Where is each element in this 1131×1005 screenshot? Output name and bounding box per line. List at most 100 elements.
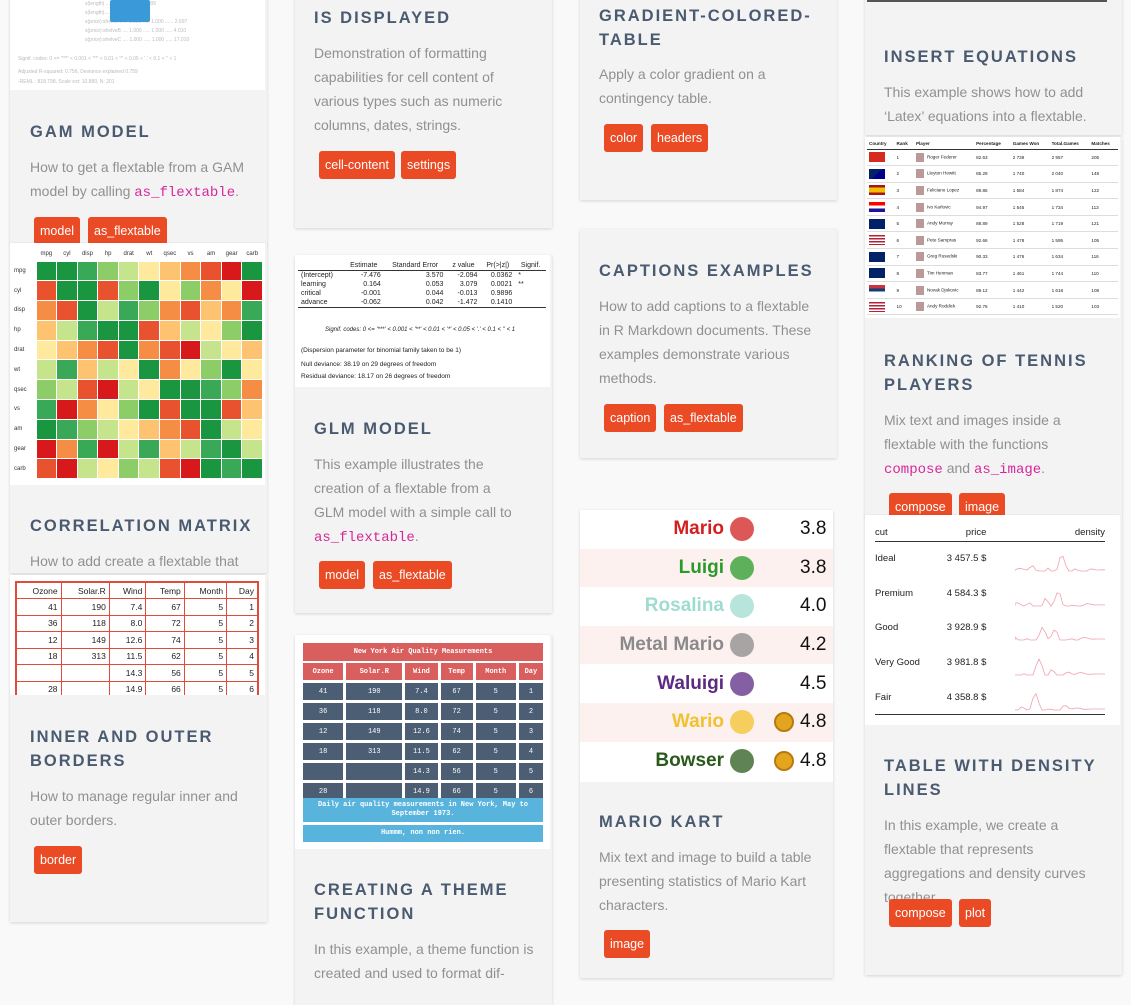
player-name: Lleyton Hewitt <box>926 171 956 177</box>
borders-cell <box>60 680 110 695</box>
card-insert-equations[interactable]: INSERT EQUATIONS This example shows how … <box>865 0 1122 135</box>
card-title[interactable]: GAM MODEL <box>30 123 151 141</box>
character-score: 4.5 <box>770 664 833 703</box>
card-title[interactable]: RANKING OF TENNIS PLAYERS <box>884 352 1088 394</box>
tag-image[interactable]: image <box>604 930 651 958</box>
glm-cell: 3.570 <box>425 272 444 279</box>
theme-cell: 2 <box>518 703 543 720</box>
tag-caption[interactable]: caption <box>604 404 657 432</box>
corr-row: wt <box>10 359 264 381</box>
equation-thumbnail-rule <box>867 0 1107 2</box>
tag-color[interactable]: color <box>604 124 644 152</box>
tennis-thumbnail[interactable]: Country Rank Player Percentage Games Won Tota… <box>865 137 1120 318</box>
corr-cell <box>35 339 58 361</box>
correlation-thumbnail[interactable]: mpg cyl disp hp drat wt qsec vs am gear carb mpg cyl… <box>10 243 265 485</box>
card-table-density-lines[interactable]: cut price density Ideal 3 457.5 $ Premium 4 58… <box>865 515 1122 975</box>
tag-plot[interactable]: plot <box>959 899 992 927</box>
gam-signif-line: Signif. codes: 0 <= '***' < 0.001 < '**'… <box>18 56 177 62</box>
tennis-header-row: Country Rank Player Percentage Games Won Tota… <box>867 139 1118 150</box>
card-title[interactable]: IS DISPLAYED <box>314 9 452 27</box>
card-title[interactable]: INSERT EQUATIONS <box>884 48 1078 66</box>
flag-icon <box>869 202 885 213</box>
borders-thumbnail[interactable]: Ozone Solar.R Wind Temp Month Day 41 190 7.4 67 5 1… <box>10 575 265 695</box>
corr-cell <box>35 438 58 460</box>
card-title[interactable]: TABLE WITH DENSITY LINES <box>884 757 1097 799</box>
score-value: 3.8 <box>800 518 827 540</box>
country-cell <box>867 248 895 266</box>
gam-thumbnail[interactable]: s(length) ........ 1.001 ....... 3.589 s… <box>10 0 265 90</box>
card-title[interactable]: CAPTIONS EXAMPLES <box>599 262 814 280</box>
table-row: 41 190 7.4 67 5 1 <box>15 598 259 616</box>
corr-cell <box>138 438 161 460</box>
card-creating-theme-function[interactable]: New York Air Quality Measurements Ozone S… <box>295 635 552 1005</box>
borders-cell: 6 <box>226 680 259 695</box>
corr-cell <box>97 280 119 302</box>
tag-model[interactable]: model <box>319 561 366 589</box>
mario-thumbnail[interactable]: Mario 3.8 Luigi 3.8 Rosalina 4.0 Metal Mario 4.… <box>580 510 833 782</box>
borders-header-row: Ozone Solar.R Wind Temp Month Day <box>15 581 259 599</box>
table-row: 14.3 56 5 5 <box>15 664 259 682</box>
tag-settings[interactable]: settings <box>401 151 457 179</box>
card-title[interactable]: CREATING A THEME FUNCTION <box>314 881 509 923</box>
card-title[interactable]: GRADIENT-COLORED-TABLE <box>599 7 812 49</box>
table-row: 18 313 11.5 62 5 4 <box>303 743 543 760</box>
flag-icon <box>869 168 885 179</box>
borders-cell: 3 <box>226 631 259 649</box>
corr-cell <box>117 280 140 302</box>
avatar <box>915 185 924 195</box>
character-score: 4.2 <box>770 626 833 665</box>
corr-cell <box>76 438 99 460</box>
card-correlation-matrix[interactable]: mpg cyl disp hp drat wt qsec vs am gear carb mpg cyl… <box>10 243 267 573</box>
corr-cell <box>56 319 78 341</box>
score-value: 4.8 <box>800 749 827 771</box>
theme-cell: 36 <box>303 703 344 720</box>
glm-cell: -0.062 <box>343 298 384 308</box>
card-title[interactable]: CORRELATION MATRIX <box>30 517 253 535</box>
table-row: advance -0.062 0.042 -1.472 0.1410 <box>298 298 546 308</box>
percentage-cell: 92.66 <box>974 231 1011 250</box>
density-sparkline <box>1015 658 1105 676</box>
glm-cell: ** <box>518 281 524 288</box>
games-won-cell: 1 545 <box>1010 198 1050 216</box>
desc-text: . <box>1041 460 1046 476</box>
tag-compose[interactable]: compose <box>889 899 952 927</box>
rank-cell: 4 <box>894 198 914 216</box>
glm-cell: -0.001 <box>360 290 381 297</box>
theme-thumbnail[interactable]: New York Air Quality Measurements Ozone S… <box>295 635 550 849</box>
tag-border[interactable]: border <box>34 846 83 874</box>
card-description: Demonstration of formatting capabilities… <box>314 45 503 133</box>
glm-thumbnail[interactable]: Estimate Standard Error z value Pr(>|z|) Sig… <box>295 255 550 387</box>
tag-as-flextable[interactable]: as_flextable <box>373 561 452 589</box>
corr-cell <box>241 359 264 381</box>
density-cell <box>986 645 1105 680</box>
corr-cell <box>179 399 202 420</box>
corr-cell <box>200 359 222 381</box>
tag-model[interactable]: model <box>34 217 81 245</box>
borders-cell: 74 <box>145 631 185 649</box>
tag-cell-content[interactable]: cell-content <box>319 151 395 179</box>
card-title[interactable]: GLM MODEL <box>314 420 433 438</box>
card-description: This example shows how to add ‘Latex’ eq… <box>884 84 1087 124</box>
card-title[interactable]: INNER AND OUTER BORDERS <box>30 728 214 770</box>
tag-headers[interactable]: headers <box>651 124 709 152</box>
card-inner-outer-borders[interactable]: Ozone Solar.R Wind Temp Month Day 41 190 7.4 67 5 1… <box>10 575 267 922</box>
glm-cell: * <box>518 272 521 279</box>
card-gam-model[interactable]: s(length) ........ 1.001 ....... 3.589 s… <box>10 0 267 245</box>
card-gradient-colored-table[interactable]: GRADIENT-COLORED-TABLE Apply a color gra… <box>580 0 837 200</box>
tag-as-flextable[interactable]: as_flextable <box>664 404 743 432</box>
borders-cell: 18 <box>15 647 62 665</box>
games-won-cell: 1 478 <box>1010 231 1050 250</box>
corr-cell <box>220 438 243 460</box>
card-is-displayed[interactable]: IS DISPLAYED Demonstration of formatting… <box>295 0 552 228</box>
tennis-header-cell: Games Won <box>1010 139 1050 150</box>
card-glm-model[interactable]: Estimate Standard Error z value Pr(>|z|) Sig… <box>295 255 552 613</box>
borders-header-cell: Temp <box>145 581 185 599</box>
density-thumbnail[interactable]: cut price density Ideal 3 457.5 $ Premium 4 58… <box>865 515 1120 725</box>
card-mario-kart[interactable]: Mario 3.8 Luigi 3.8 Rosalina 4.0 Metal Mario 4.… <box>580 510 833 978</box>
card-description: Mix text and images inside a flextable w… <box>884 408 1096 482</box>
card-captions-examples[interactable]: CAPTIONS EXAMPLES How to add captions to… <box>580 229 837 458</box>
card-title[interactable]: MARIO KART <box>599 813 725 831</box>
tag-as-flextable[interactable]: as_flextable <box>88 217 167 245</box>
theme-cell: 72 <box>440 703 473 720</box>
card-ranking-tennis-players[interactable]: Country Rank Player Percentage Games Won Tota… <box>865 137 1122 521</box>
